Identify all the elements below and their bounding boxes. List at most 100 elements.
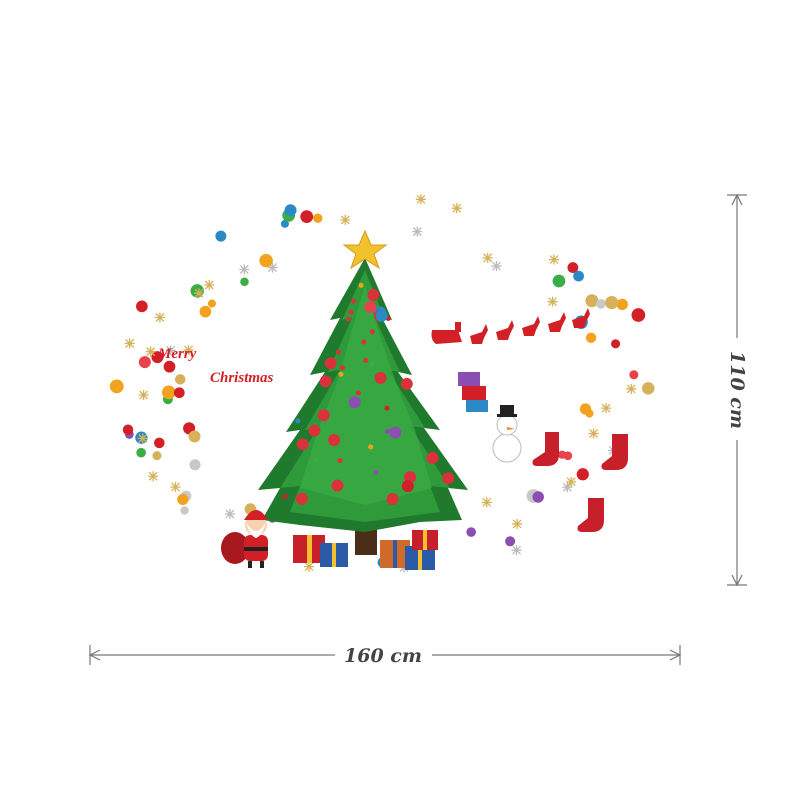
tree-bauble xyxy=(295,418,301,424)
bauble xyxy=(152,451,162,461)
snowflake xyxy=(340,214,351,225)
tree-bauble xyxy=(358,282,364,288)
snowflake xyxy=(566,476,577,487)
tree-bauble xyxy=(364,301,377,314)
bauble xyxy=(611,339,621,349)
tree-bauble xyxy=(369,361,375,367)
bauble xyxy=(280,219,289,228)
christmas-tree xyxy=(258,229,468,555)
bauble xyxy=(177,493,189,506)
tree-bauble xyxy=(389,426,402,439)
snowflake xyxy=(224,509,235,520)
bauble xyxy=(585,294,599,308)
snowflake xyxy=(481,497,492,508)
bauble xyxy=(585,409,594,418)
snowflake xyxy=(124,338,135,349)
snowflake xyxy=(138,389,149,400)
tree-bauble xyxy=(348,396,361,409)
bauble xyxy=(175,374,186,385)
bauble xyxy=(259,253,273,268)
tree-bauble xyxy=(331,479,344,492)
bauble xyxy=(122,424,134,436)
tree-bauble xyxy=(384,429,390,435)
snowflake xyxy=(549,254,560,265)
tree-bauble xyxy=(374,371,387,384)
bauble xyxy=(573,270,584,282)
bauble xyxy=(199,305,212,318)
greeting-line-2: Christmas xyxy=(210,370,274,386)
bauble xyxy=(154,437,165,449)
bauble xyxy=(605,295,619,310)
tree-bauble xyxy=(375,309,388,322)
snowman xyxy=(492,405,522,463)
bauble xyxy=(313,213,323,223)
tree-bauble xyxy=(324,357,337,370)
snowflake xyxy=(626,383,637,394)
tree-bauble xyxy=(426,451,439,464)
tree-bauble xyxy=(348,309,354,315)
height-dimension: 110 cm xyxy=(726,193,748,587)
tree-bauble xyxy=(369,329,375,335)
snowflake xyxy=(512,518,523,529)
bauble xyxy=(552,274,566,288)
bauble xyxy=(138,356,151,369)
snowflake xyxy=(145,346,156,357)
bauble xyxy=(189,459,201,471)
snowflake xyxy=(165,345,176,356)
snowflake xyxy=(562,482,573,493)
snowflake xyxy=(588,428,599,439)
snowflake xyxy=(148,471,159,482)
bauble xyxy=(188,431,199,441)
tree-bauble xyxy=(384,405,390,411)
snowflake xyxy=(415,194,426,205)
tree-bauble xyxy=(345,316,351,322)
tree-bauble xyxy=(319,375,332,388)
tree-bauble xyxy=(373,469,379,475)
snowflake xyxy=(183,345,194,356)
greeting-line-1: Merry xyxy=(157,346,197,362)
snowflake xyxy=(204,280,215,291)
bauble xyxy=(596,298,606,309)
bauble xyxy=(616,298,628,311)
snowflake xyxy=(193,288,204,299)
bauble xyxy=(240,277,249,286)
snowflake xyxy=(491,261,502,272)
tree-bauble xyxy=(401,480,414,493)
bauble xyxy=(576,468,589,481)
bauble xyxy=(300,210,314,224)
snowflake xyxy=(154,312,165,323)
snowflake xyxy=(601,403,612,414)
tree-ornaments xyxy=(282,282,455,505)
tree-bauble xyxy=(386,492,399,505)
bauble xyxy=(629,370,639,380)
santa xyxy=(221,510,268,568)
bauble xyxy=(505,536,516,547)
snowflake xyxy=(482,252,493,263)
bauble xyxy=(567,262,579,273)
tree-bauble xyxy=(368,444,374,450)
bauble xyxy=(631,308,646,322)
bauble xyxy=(161,385,176,400)
tree-bauble xyxy=(296,438,309,451)
stockings xyxy=(532,432,628,532)
snowflake xyxy=(547,296,558,307)
bauble xyxy=(284,204,297,217)
width-dimension: 160 cm xyxy=(88,645,682,667)
snowflake xyxy=(137,433,148,444)
bauble xyxy=(163,360,176,373)
tree-bauble xyxy=(406,381,412,387)
bauble xyxy=(109,379,124,394)
decorations xyxy=(109,194,655,573)
snowflake xyxy=(170,482,181,493)
tree-bauble xyxy=(317,409,330,422)
snowflake xyxy=(239,264,250,275)
bauble xyxy=(180,506,189,515)
snowflake xyxy=(304,561,315,572)
tree-bauble xyxy=(313,457,319,463)
height-label: 110 cm xyxy=(726,351,748,429)
width-label: 160 cm xyxy=(344,645,422,667)
snowflake xyxy=(267,262,278,273)
bauble xyxy=(151,351,164,364)
tree-bauble xyxy=(339,365,345,371)
